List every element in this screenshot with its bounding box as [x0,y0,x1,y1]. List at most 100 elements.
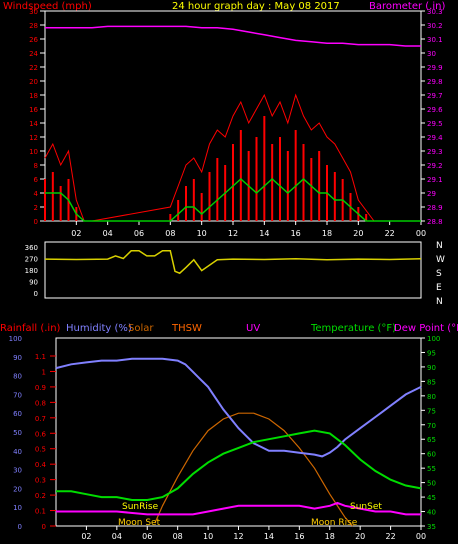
climate-x-tick-label: 00 [416,532,426,541]
barometer-line [45,25,421,47]
temperature-y-tick-label: 95 [427,349,436,357]
rain-y-tick-label: 0.8 [35,399,46,407]
temperature-y-tick-label: 65 [427,436,436,444]
wind-y-tick-label: 10 [29,148,38,156]
baro-y-tick-label: 28.8 [427,218,443,226]
temperature-y-tick-label: 90 [427,364,436,372]
rain-y-tick-label: 0.7 [35,415,46,423]
wind-x-tick-label: 16 [291,229,301,238]
wind-y-tick-label: 26 [29,36,38,44]
compass-label: N [436,297,443,307]
humidity-y-tick-label: 40 [13,448,22,456]
wind-x-tick-label: 14 [259,229,269,238]
wind-y-tick-label: 20 [29,78,38,86]
rain-y-tick-label: 1 [42,368,46,376]
wind-y-tick-label: 24 [29,50,38,58]
wind-x-tick-label: 02 [71,229,81,238]
wind-x-tick-label: 06 [134,229,144,238]
direction-y-tick-label: 360 [25,244,38,252]
wind-y-tick-label: 16 [29,106,38,114]
baro-y-tick-label: 30.1 [427,36,443,44]
baro-y-tick-label: 29.5 [427,120,443,128]
rain-y-tick-label: 0.4 [35,461,47,469]
humidity-y-tick-label: 30 [13,467,22,475]
temperature-y-tick-label: 40 [427,509,436,517]
solar-curve [154,412,354,527]
baro-y-tick-label: 29.4 [427,134,443,142]
baro-y-tick-label: 30.3 [427,8,443,16]
humidity-y-tick-label: 10 [13,504,22,512]
direction-y-tick-label: 90 [29,279,38,287]
humidity-y-tick-label: 60 [13,410,22,418]
compass-label: W [436,255,445,265]
wind-y-tick-label: 14 [29,120,38,128]
temperature-axis-label: Temperature (°F) [310,323,396,334]
temperature-y-tick-label: 85 [427,378,436,386]
baro-y-tick-label: 29.6 [427,106,443,114]
wind-y-tick-label: 6 [34,176,39,184]
climate-x-tick-label: 02 [81,532,91,541]
compass-label: N [436,241,443,251]
climate-x-tick-label: 16 [294,532,304,541]
wind-y-tick-label: 28 [29,22,38,30]
temperature-y-tick-label: 35 [427,523,436,531]
baro-y-tick-label: 30.2 [427,22,443,30]
avg-wind-line [45,177,421,222]
wind-x-tick-label: 00 [416,229,426,238]
sunset-annotation: SunSet [350,502,382,512]
wind-y-tick-label: 0 [34,218,38,226]
humidity-line [55,357,422,458]
temperature-y-tick-label: 55 [427,465,436,473]
humidity-y-tick-label: 80 [13,373,22,381]
wind-y-tick-label: 8 [34,162,38,170]
wind-y-tick-label: 4 [34,190,39,198]
humidity-y-tick-label: 0 [18,523,22,531]
direction-y-tick-label: 180 [25,267,38,275]
temperature-y-tick-label: 75 [427,407,436,415]
humidity-y-tick-label: 100 [9,335,22,343]
rain-y-tick-label: 0.2 [35,492,46,500]
wind-direction-line [44,250,422,275]
baro-y-tick-label: 29 [427,190,436,198]
rain-y-tick-label: 0.1 [35,508,46,516]
wind-x-tick-label: 08 [165,229,175,238]
temperature-y-tick-label: 50 [427,480,436,488]
climate-x-tick-label: 18 [325,532,335,541]
humidity-y-tick-label: 70 [13,391,22,399]
baro-y-tick-label: 29.2 [427,162,443,170]
climate-x-tick-label: 12 [233,532,243,541]
temperature-y-tick-label: 70 [427,422,436,430]
humidity-axis-label: Humidity (%) [66,323,132,334]
moonrise-annotation: Moon Rise [311,518,358,528]
temperature-line [56,429,422,501]
wind-y-tick-label: 18 [29,92,38,100]
temperature-y-tick-label: 60 [427,451,436,459]
wind-x-tick-label: 20 [353,229,363,238]
wind-y-tick-label: 22 [29,64,38,72]
wind-y-tick-label: 30 [29,8,38,16]
compass-label: E [436,283,442,293]
baro-axis-label: Barometer (.in) [369,1,445,12]
wind-x-tick-label: 04 [103,229,113,238]
temperature-y-tick-label: 80 [427,393,436,401]
moonset-annotation: Moon Set [118,518,161,528]
wind-y-tick-label: 2 [34,204,38,212]
rain-y-tick-label: 0.5 [35,446,46,454]
climate-x-tick-label: 10 [203,532,213,541]
direction-plot-frame [44,241,422,299]
baro-y-tick-label: 29.9 [427,64,443,72]
humidity-y-tick-label: 50 [13,429,22,437]
rain-y-tick-label: 0 [42,523,46,531]
wind-x-tick-label: 10 [197,229,207,238]
wind-x-tick-label: 22 [385,229,395,238]
chart-title: 24 hour graph day : May 08 2017 [172,1,340,12]
baro-y-tick-label: 29.3 [427,148,443,156]
baro-y-tick-label: 28.9 [427,204,443,212]
rain-y-tick-label: 0.6 [35,430,47,438]
rain-y-tick-label: 0.3 [35,477,46,485]
climate-x-tick-label: 06 [142,532,152,541]
direction-y-tick-label: 0 [34,290,38,298]
compass-label: S [436,269,442,279]
